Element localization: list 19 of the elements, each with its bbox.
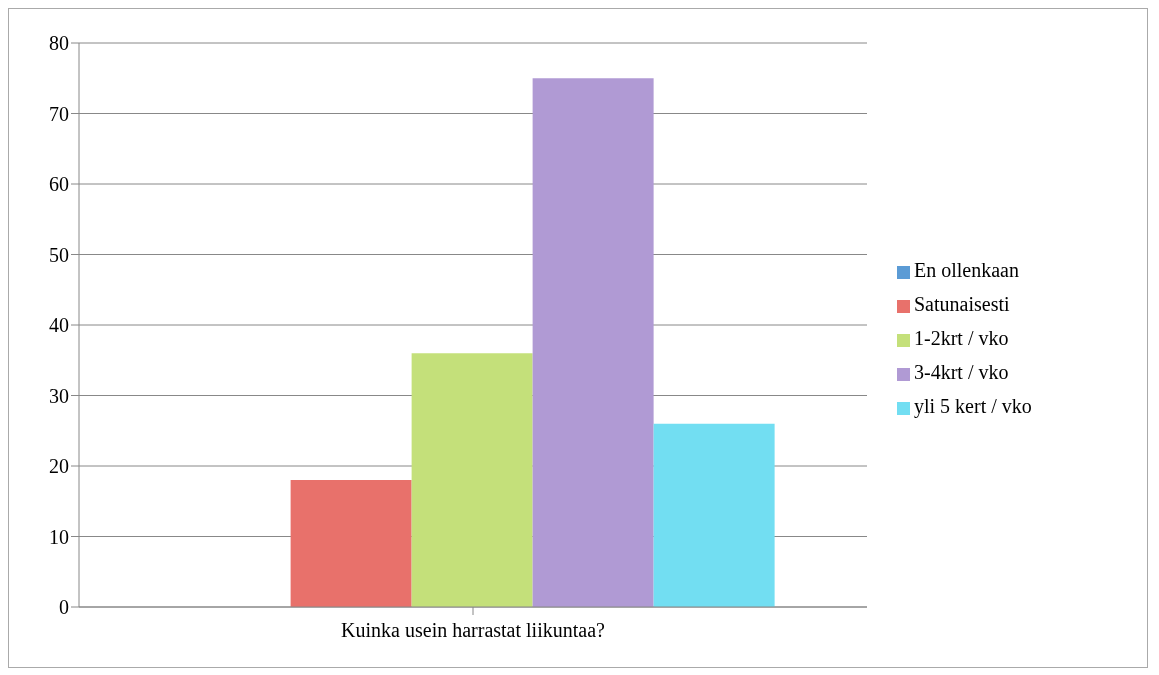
y-tick-label: 10: [49, 525, 69, 548]
legend-label: yli 5 kert / vko: [914, 395, 1032, 417]
bar: [532, 78, 654, 607]
y-tick-label: 30: [49, 384, 69, 407]
bar: [290, 480, 412, 607]
y-tick-label: 80: [49, 32, 69, 55]
y-tick-label: 50: [49, 243, 69, 266]
legend-label: Satunaisesti: [914, 293, 1010, 315]
legend-label: 3-4krt / vko: [914, 361, 1009, 383]
y-tick-label: 20: [49, 455, 69, 478]
legend-label: En ollenkaan: [914, 259, 1019, 281]
legend-label: 1-2krt / vko: [914, 327, 1009, 349]
y-tick-label: 60: [49, 173, 69, 196]
bar: [411, 353, 533, 607]
y-tick-label: 70: [49, 102, 69, 125]
y-tick-label: 0: [59, 596, 69, 619]
y-tick-label: 40: [49, 314, 69, 337]
bar: [653, 423, 775, 607]
x-tick-label: Kuinka usein harrastat liikuntaa?: [341, 619, 606, 642]
